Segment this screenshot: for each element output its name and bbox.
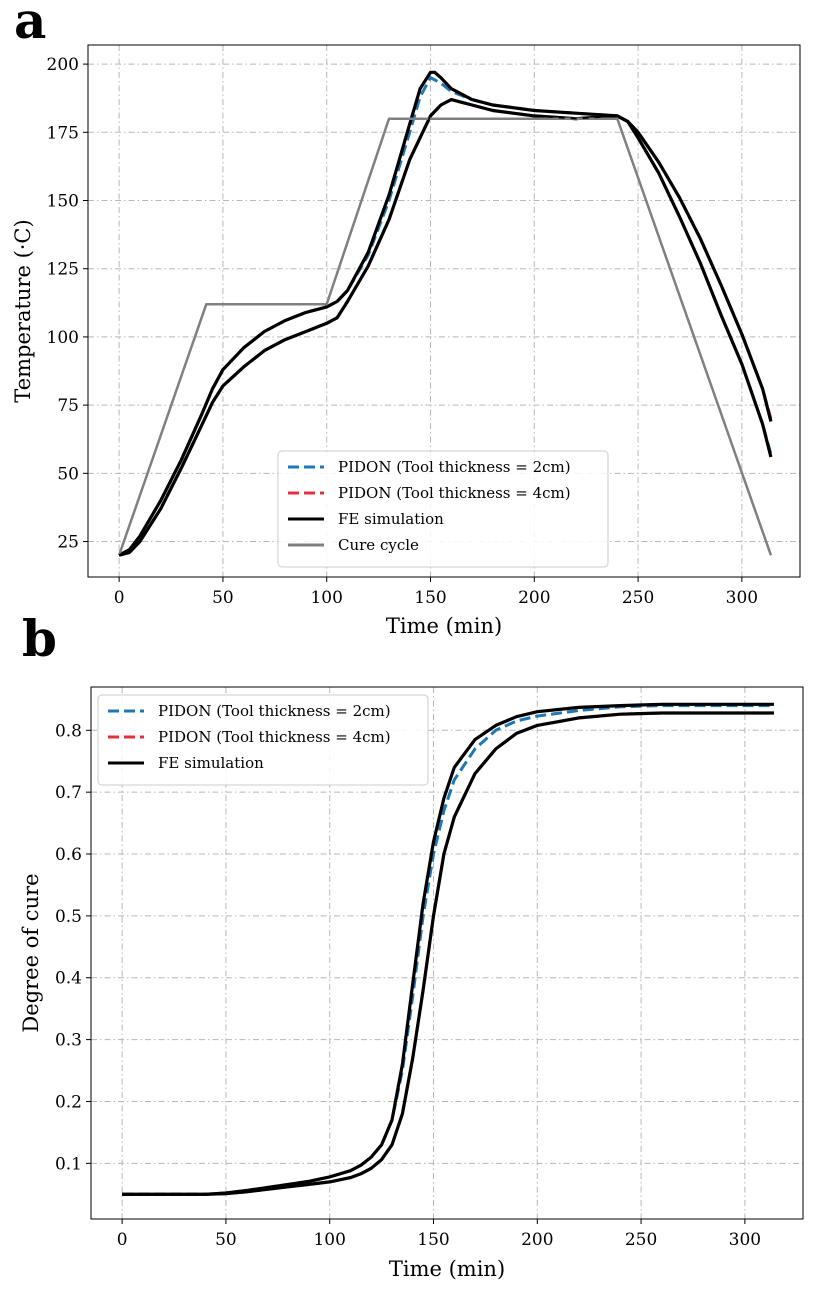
- x-tick-label: 100: [313, 1230, 345, 1250]
- legend-entry: PIDON (Tool thickness = 4cm): [158, 728, 391, 746]
- y-tick-label: 150: [47, 192, 79, 212]
- y-axis-label: Degree of cure: [19, 873, 43, 1032]
- legend-entry: FE simulation: [158, 754, 264, 772]
- x-tick-label: 150: [417, 1230, 449, 1250]
- y-tick-label: 100: [47, 328, 79, 348]
- legend-entry: PIDON (Tool thickness = 4cm): [338, 484, 571, 502]
- legend: PIDON (Tool thickness = 2cm) PIDON (Tool …: [277, 450, 609, 568]
- y-tick-label: 0.7: [55, 783, 82, 803]
- x-tick-label: 0: [114, 588, 125, 608]
- y-tick-label: 175: [47, 123, 79, 143]
- y-tick-label: 0.1: [55, 1154, 82, 1174]
- y-tick-label: 0.4: [55, 969, 82, 989]
- x-axis-label: Time (min): [389, 1257, 505, 1281]
- x-axis-label: Time (min): [386, 614, 502, 638]
- panel-label-a: a: [14, 0, 46, 50]
- plot-frame: [87, 44, 801, 578]
- x-tick-label: 300: [726, 588, 758, 608]
- y-tick-label: 50: [57, 464, 79, 484]
- y-tick-label: 125: [47, 260, 79, 280]
- x-tick-label: 0: [117, 1230, 128, 1250]
- legend: PIDON (Tool thickness = 2cm) PIDON (Tool …: [97, 694, 429, 786]
- x-tick-label: 50: [215, 1230, 237, 1250]
- cure-cycle-line: [117, 117, 773, 556]
- panel-label-b: b: [22, 609, 57, 668]
- y-tick-label: 0.8: [55, 721, 82, 741]
- x-tick-label: 50: [212, 588, 234, 608]
- legend-entry: FE simulation: [338, 510, 444, 528]
- x-tick-label: 200: [518, 588, 550, 608]
- fe-simulation-overlay: [122, 712, 774, 1196]
- x-tick-label: 300: [729, 1230, 761, 1250]
- y-tick-label: 200: [47, 55, 79, 75]
- x-tick-label: 250: [622, 588, 654, 608]
- y-tick-label: 0.3: [55, 1031, 82, 1051]
- x-tick-label: 250: [625, 1230, 657, 1250]
- x-tick-label: 200: [521, 1230, 553, 1250]
- legend-box: [277, 450, 609, 568]
- y-tick-label: 0.6: [55, 845, 82, 865]
- fe-simulation-line: [118, 97, 773, 557]
- temperature-chart: 0 50 100 150 200 250 300 25 50 75 100 125 150 175 200 T…: [11, 44, 801, 638]
- legend-box: [97, 694, 429, 786]
- plot-frame: [90, 686, 804, 1220]
- legend-entry: PIDON (Tool thickness = 2cm): [158, 702, 391, 720]
- y-tick-label: 25: [57, 533, 79, 553]
- fe-simulation-overlay: [118, 71, 772, 556]
- degree-of-cure-chart: 0 50 100 150 200 250 300 0.1 0.2 0.3 0.4 0.5 0.6 0.7 0…: [19, 686, 804, 1281]
- legend-entry: PIDON (Tool thickness = 2cm): [338, 458, 571, 476]
- y-tick-label: 75: [57, 396, 79, 416]
- x-tick-label: 100: [310, 588, 342, 608]
- x-tick-label: 150: [414, 588, 446, 608]
- y-tick-label: 0.5: [55, 907, 82, 927]
- fe-simulation-overlay: [122, 703, 774, 1196]
- y-axis-label: Temperature (·C): [11, 219, 35, 402]
- legend-entry: Cure cycle: [338, 536, 419, 554]
- y-tick-label: 0.2: [55, 1092, 82, 1112]
